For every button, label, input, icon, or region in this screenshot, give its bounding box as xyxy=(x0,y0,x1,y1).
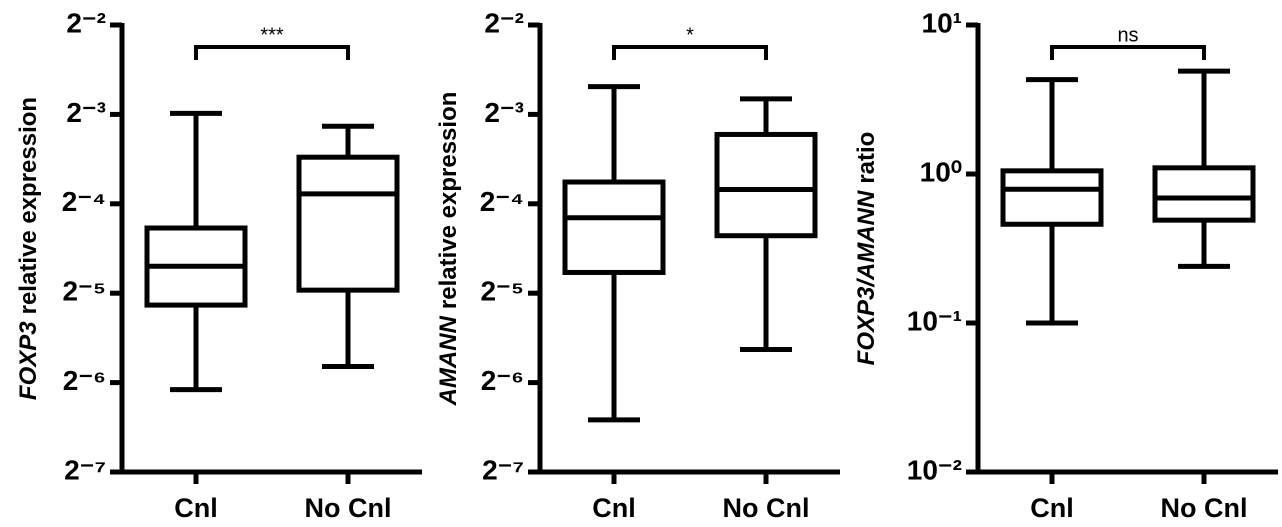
x-tick-label: No Cnl xyxy=(723,493,810,523)
y-axis-label-part: ratio xyxy=(853,132,880,184)
y-axis-label-part: relative expression xyxy=(435,92,462,309)
x-tick-label: Cnl xyxy=(1030,493,1074,523)
y-tick-label: 2⁻² xyxy=(66,7,106,38)
y-axis-label: AMANN relative expression xyxy=(435,92,462,407)
y-tick-label: 10⁻² xyxy=(907,454,962,485)
y-tick-label: 2⁻³ xyxy=(484,97,524,128)
y-axis-label-part: FOXP3/AMANN xyxy=(853,190,880,365)
y-tick-label: 10⁰ xyxy=(920,156,962,187)
y-tick-label: 2⁻⁶ xyxy=(63,365,106,396)
box xyxy=(1000,168,1104,227)
y-tick-label: 2⁻⁴ xyxy=(480,186,524,217)
significance-label: *** xyxy=(260,24,284,46)
y-axis-label: FOXP3/AMANN ratio xyxy=(853,132,880,366)
box xyxy=(296,154,400,293)
y-axis-label-part: FOXP3 xyxy=(15,321,42,400)
x-tick-label: No Cnl xyxy=(1161,493,1248,523)
y-tick-label: 2⁻⁷ xyxy=(64,454,106,485)
significance-bracket xyxy=(1050,45,1206,60)
y-tick-label: 2⁻³ xyxy=(66,97,106,128)
significance-label: * xyxy=(686,24,694,46)
box xyxy=(714,131,818,239)
significance-bracket xyxy=(612,45,768,60)
box xyxy=(562,179,666,275)
panel: 2⁻² 2⁻³ 2⁻⁴ 2⁻⁵ 2⁻⁶ 2⁻⁷ Cnl No Cnl FOXP3 relative… xyxy=(15,7,422,523)
panel: 2⁻² 2⁻³ 2⁻⁴ 2⁻⁵ 2⁻⁶ 2⁻⁷ Cnl No Cnl AMANN relative… xyxy=(435,7,840,523)
x-tick-label: Cnl xyxy=(592,493,636,523)
x-tick-label: No Cnl xyxy=(305,493,392,523)
y-axis-label-part: relative expression xyxy=(15,97,42,314)
x-tick-label: Cnl xyxy=(174,493,218,523)
box xyxy=(1152,165,1256,223)
y-tick-label: 2⁻⁵ xyxy=(62,276,106,307)
y-tick-label: 2⁻⁴ xyxy=(62,186,106,217)
panel: 10¹ 10⁰ 10⁻¹ 10⁻² Cnl No Cnl FOXP3/AMANN ratio n… xyxy=(853,7,1278,523)
significance-label: ns xyxy=(1117,24,1138,46)
y-axis-label: FOXP3 relative expression xyxy=(15,97,42,400)
y-tick-label: 10¹ xyxy=(922,7,962,38)
y-axis-label-part: AMANN xyxy=(435,315,462,406)
y-tick-label: 10⁻¹ xyxy=(907,305,962,336)
y-tick-label: 2⁻⁷ xyxy=(482,454,524,485)
y-tick-label: 2⁻⁶ xyxy=(481,365,524,396)
significance-bracket xyxy=(194,45,350,60)
y-tick-label: 2⁻² xyxy=(484,7,524,38)
y-tick-label: 2⁻⁵ xyxy=(480,276,524,307)
